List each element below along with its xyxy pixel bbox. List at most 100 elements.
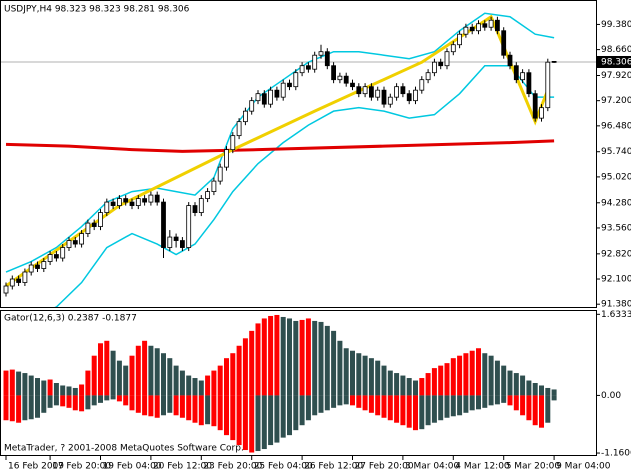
gator-bar	[41, 380, 47, 396]
candle-body	[362, 86, 368, 95]
gator-bar	[186, 395, 192, 421]
candle-body	[117, 198, 122, 206]
candle-body	[394, 86, 400, 98]
gator-bar	[186, 375, 192, 396]
gator-bar	[312, 320, 318, 396]
gator-bar	[494, 360, 500, 396]
gator-bar	[104, 340, 110, 396]
y-tick-label: 97.200	[601, 96, 631, 106]
gator-bar	[98, 395, 103, 403]
candle-body	[293, 72, 299, 88]
gator-bar	[457, 355, 463, 396]
x-tick-label: 23 Feb 20:00	[203, 462, 262, 472]
gator-bar	[305, 395, 311, 421]
gator-bar	[482, 395, 488, 408]
candle-body	[179, 240, 185, 248]
x-tick-label: 25 Feb 04:00	[254, 462, 313, 472]
gator-bar	[513, 395, 519, 411]
gator-bar	[476, 348, 481, 396]
y-tick-label: 0.00	[601, 391, 621, 401]
gator-bar	[413, 395, 418, 431]
indicator-line	[5, 139, 555, 153]
y-tick-label: 99.380	[601, 20, 631, 30]
gator-bar	[494, 395, 500, 405]
gator-bar	[488, 395, 494, 406]
indicator-panel	[0, 310, 597, 456]
gator-bar	[123, 395, 129, 406]
candle-body	[406, 93, 412, 102]
gator-bar	[16, 371, 22, 396]
x-tick-label: 16 Feb 2009	[8, 462, 64, 472]
candle-body	[154, 194, 160, 203]
candle-body	[425, 72, 431, 81]
gator-bar	[394, 373, 400, 396]
gator-bar	[28, 395, 34, 420]
footer: MetaTrader, ? 2001-2008 MetaQuotes Softw…	[4, 444, 244, 454]
gator-bar	[249, 395, 255, 453]
x-tick-label: 27 Feb 20:00	[355, 462, 414, 472]
gator-bar	[419, 378, 425, 396]
gator-bar	[3, 395, 9, 421]
candle-body	[186, 205, 192, 248]
indicator-title: Gator(12,6,3) 0.2387 -0.1877	[4, 314, 137, 324]
gator-bar	[242, 338, 248, 396]
x-tick-label: 3 Mar 04:00	[405, 462, 460, 472]
candle-body	[400, 86, 406, 95]
candle-body	[463, 26, 469, 35]
gator-bar	[129, 355, 135, 396]
candle-body	[274, 89, 280, 98]
candle-body	[205, 191, 211, 199]
gator-bar	[488, 355, 494, 396]
candle-body	[337, 75, 343, 81]
gator-bar	[469, 395, 475, 411]
gator-bar	[53, 395, 59, 406]
candle-body	[211, 180, 217, 192]
gator-bar	[192, 378, 198, 396]
gator-bar	[154, 348, 160, 396]
y-tick-label: 95.740	[601, 147, 631, 157]
gator-bar	[406, 378, 412, 396]
y-tick-label: -1.1606	[601, 449, 631, 459]
gator-bar	[356, 395, 362, 408]
gator-bar	[110, 350, 116, 396]
gator-bar	[394, 395, 400, 423]
gator-bar	[482, 353, 488, 396]
candle-body	[135, 198, 141, 206]
gator-bar	[526, 395, 532, 421]
gator-bar	[551, 395, 557, 401]
gator-bar	[167, 358, 173, 396]
gator-bar	[299, 319, 305, 396]
candle-body	[123, 198, 129, 203]
candle-body	[249, 100, 255, 112]
gator-bar	[463, 395, 469, 413]
gator-bar	[324, 325, 330, 396]
gator-bar	[261, 318, 267, 396]
gator-bar	[545, 387, 551, 396]
gator-bar	[368, 395, 374, 413]
gator-bar	[444, 395, 450, 418]
gator-bar	[135, 395, 141, 413]
gator-bar	[198, 395, 204, 426]
gator-bar	[198, 380, 204, 396]
gator-bar	[35, 395, 40, 418]
gator-bar	[425, 395, 431, 426]
gator-bar	[507, 370, 513, 396]
candle-body	[513, 65, 519, 81]
gator-bar	[343, 395, 349, 405]
candle-body	[98, 212, 103, 227]
gator-bar	[274, 395, 280, 443]
main-plot	[1, 12, 596, 307]
candle-body	[72, 240, 78, 245]
main-panel	[0, 0, 597, 308]
candle-body	[217, 166, 223, 182]
gator-bar	[116, 395, 122, 402]
candle-body	[476, 23, 481, 32]
gator-bar	[305, 318, 311, 396]
candle-body	[381, 89, 387, 105]
gator-bar	[532, 383, 538, 396]
gator-bar	[299, 395, 305, 426]
x-tick-label: 4 Mar 12:00	[455, 462, 510, 472]
candle-body	[167, 236, 173, 248]
gator-bar	[280, 316, 286, 396]
gator-bar	[41, 395, 47, 413]
